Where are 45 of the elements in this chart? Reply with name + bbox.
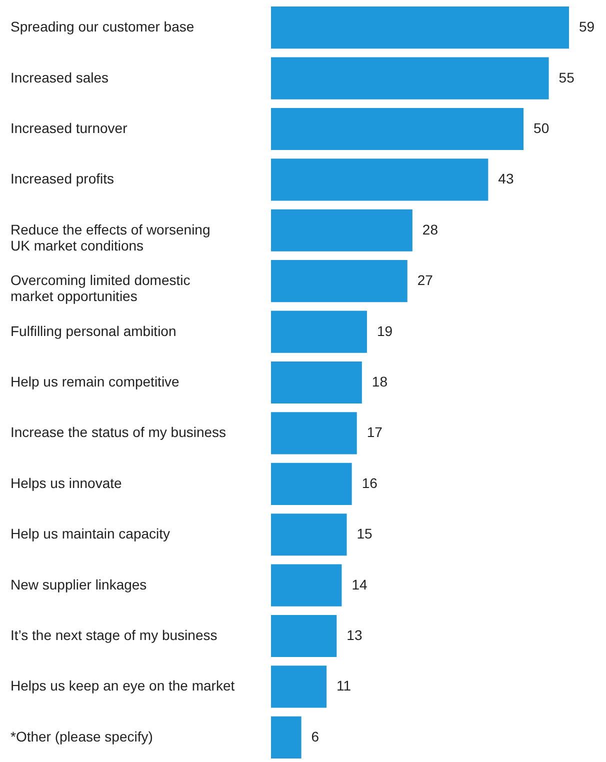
- bar: [271, 260, 408, 302]
- data-label: 55: [558, 69, 575, 86]
- bar: [271, 209, 412, 252]
- data-label: 14: [352, 576, 368, 592]
- bar: [271, 564, 342, 606]
- y-tick-label: Helps us keep an eye on the market: [10, 678, 235, 694]
- y-tick-label: Increased turnover: [10, 120, 128, 136]
- y-tick-label: Help us maintain capacity: [10, 526, 170, 542]
- data-label: 11: [336, 678, 352, 694]
- y-tick-label: Fulfilling personal ambition: [10, 322, 176, 339]
- bar: [271, 158, 488, 201]
- bar: [271, 412, 357, 454]
- y-tick-label: Spreading our customer base: [10, 18, 194, 35]
- bar: [271, 462, 352, 505]
- data-label: 13: [346, 627, 362, 644]
- y-tick-label: Overcoming limited domestic market opportunities: [10, 272, 190, 304]
- data-label: 28: [422, 221, 438, 238]
- data-label: 43: [498, 170, 514, 187]
- bar: [271, 614, 337, 658]
- y-tick-label: Helps us innovate: [10, 474, 122, 491]
- bar: [271, 57, 549, 100]
- bar: [271, 361, 362, 404]
- bar: [271, 310, 367, 353]
- bar: [271, 6, 569, 49]
- data-label: 6: [311, 728, 320, 744]
- y-tick-label: It’s the next stage of my business: [10, 627, 218, 644]
- data-label: 15: [356, 526, 373, 542]
- y-tick-label: Reduce the effects of worsening UK market conditions: [10, 221, 210, 254]
- y-tick-label: Increased profits: [10, 170, 114, 187]
- data-label: 50: [534, 120, 550, 136]
- y-tick-label: Increase the status of my business: [10, 424, 226, 440]
- data-label: 59: [579, 18, 595, 35]
- data-label: 18: [372, 374, 388, 390]
- y-tick-label: Increased sales: [10, 69, 109, 86]
- data-label: 17: [366, 424, 383, 440]
- data-label: 16: [362, 474, 378, 491]
- y-tick-label: *Other (please specify): [10, 728, 153, 744]
- data-label: 19: [376, 322, 393, 339]
- bar: [271, 716, 302, 758]
- bar: [271, 666, 327, 708]
- bar: [271, 514, 347, 556]
- data-label: 27: [417, 272, 434, 288]
- y-tick-label: New supplier linkages: [10, 576, 147, 592]
- bar: [271, 108, 524, 150]
- y-tick-label: Help us remain competitive: [10, 374, 180, 390]
